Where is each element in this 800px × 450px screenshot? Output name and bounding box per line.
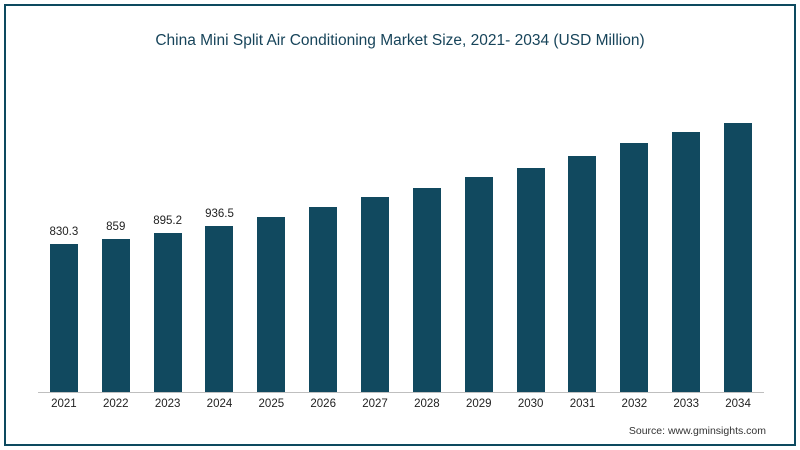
bar	[412, 187, 441, 392]
bar-slot	[245, 72, 297, 392]
bar	[257, 216, 286, 392]
bar-slot	[453, 72, 505, 392]
bar-value-label: 830.3	[49, 226, 79, 239]
x-axis-label: 2026	[310, 398, 336, 410]
bar	[309, 207, 338, 392]
bar-value-label: 936.5	[205, 207, 234, 220]
bar-slot	[297, 72, 349, 392]
bar-slot	[660, 72, 712, 392]
bar-slot	[557, 72, 609, 392]
x-axis-label: 2032	[621, 398, 648, 410]
bar-slot	[505, 72, 557, 392]
bar	[101, 239, 130, 392]
bar	[153, 232, 182, 392]
bar-slot: 830.3	[38, 72, 90, 392]
bar	[724, 123, 753, 392]
x-axis-tick-labels: 2021 2022 2023 2024 2025 2026 2027 2028 2029 2030…	[38, 398, 764, 410]
bar-slot	[349, 72, 401, 392]
bar	[568, 155, 597, 392]
bar	[205, 225, 234, 392]
x-axis-label: 2025	[258, 398, 285, 410]
x-axis-label: 2021	[51, 398, 77, 410]
x-axis-label: 2023	[154, 398, 181, 410]
bar-slot: 936.5	[194, 72, 246, 392]
bar-slot	[712, 72, 764, 392]
x-axis-label: 2030	[517, 398, 544, 410]
x-axis-label: 2033	[673, 398, 699, 410]
bar-slot: 895.2	[142, 72, 194, 392]
x-axis-label: 2031	[569, 398, 596, 410]
bar	[49, 244, 78, 392]
bar	[516, 167, 545, 392]
x-axis-label: 2024	[206, 398, 233, 410]
bar	[464, 177, 493, 392]
x-axis-label: 2028	[414, 398, 440, 410]
bar-value-label: 859	[106, 221, 126, 234]
x-axis-label: 2022	[102, 398, 129, 410]
bar-slot	[401, 72, 453, 392]
x-axis-label: 2029	[465, 398, 492, 410]
x-axis-line	[38, 392, 764, 393]
source-note: Source: www.gminsights.com	[628, 425, 766, 437]
x-axis-label: 2034	[725, 398, 751, 410]
bar	[361, 196, 390, 392]
chart-title: China Mini Split Air Conditioning Market…	[155, 32, 645, 49]
bar-series: 830.3 859 895.2 936.5	[38, 72, 764, 392]
bar-slot	[608, 72, 660, 392]
x-axis-label: 2027	[362, 398, 388, 410]
bar-value-label: 895.2	[153, 214, 182, 227]
bar	[672, 132, 701, 392]
bar	[620, 143, 649, 392]
bar-slot: 859	[90, 72, 142, 392]
